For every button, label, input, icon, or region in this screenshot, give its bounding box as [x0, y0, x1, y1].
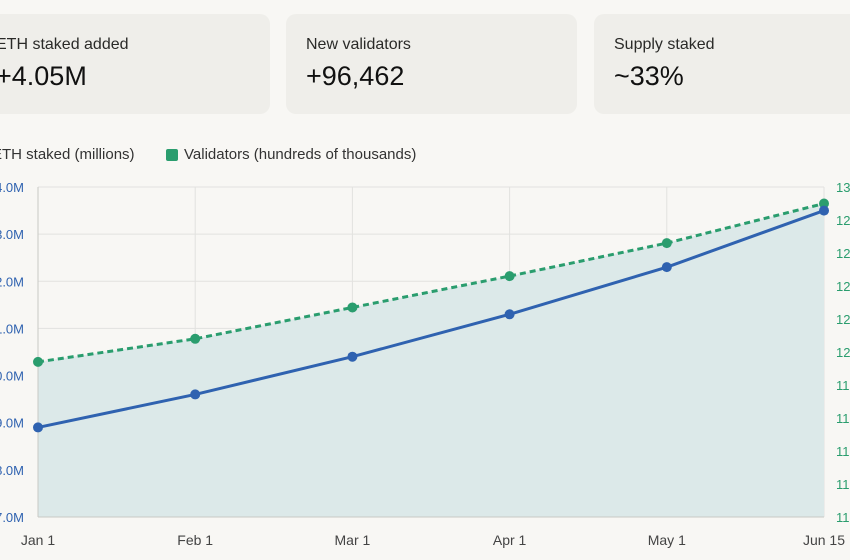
legend-swatch-validators	[166, 149, 178, 161]
x-tick-label: Jun 15	[803, 532, 845, 548]
data-point-validators	[33, 356, 43, 367]
data-point-eth-staked	[190, 389, 201, 400]
data-point-eth-staked	[347, 351, 358, 362]
stat-card-new-validators: New validators +96,462	[286, 14, 577, 114]
y-tick-label-right: 12	[836, 246, 850, 261]
x-tick-label: Jan 1	[21, 532, 55, 548]
stat-value: +4.05M	[0, 61, 87, 91]
y-tick-label-right: 11	[836, 411, 850, 426]
legend-label: ETH staked (millions)	[0, 146, 135, 163]
y-tick-label-right: 13	[836, 180, 850, 195]
stat-label: Supply staked	[614, 36, 715, 53]
x-tick-label: Feb 1	[177, 532, 213, 548]
y-tick-label-right: 12	[836, 213, 850, 228]
data-point-eth-staked	[661, 262, 672, 273]
data-point-eth-staked	[819, 205, 829, 216]
y-tick-label-right: 11	[836, 510, 850, 525]
data-point-validators	[661, 238, 672, 249]
y-tick-label-left: 42.0M	[0, 274, 24, 289]
data-point-validators	[190, 333, 201, 344]
y-tick-label-left: 44.0M	[0, 180, 24, 195]
stat-label: ETH staked added	[0, 36, 129, 53]
data-point-validators	[819, 198, 829, 209]
stat-card-supply-staked: Supply staked ~33%	[594, 14, 850, 114]
validators-area-fill	[38, 203, 824, 517]
y-tick-label-right: 11	[836, 444, 850, 459]
y-tick-label-left: 37.0M	[0, 510, 24, 525]
x-tick-label: Apr 1	[493, 532, 527, 548]
data-point-validators	[347, 302, 358, 313]
series-line-validators	[37, 202, 825, 364]
y-tick-label-left: 40.0M	[0, 369, 24, 384]
x-tick-label: May 1	[648, 532, 686, 548]
stat-label: New validators	[306, 36, 411, 53]
y-tick-label-right: 12	[836, 279, 850, 294]
data-point-eth-staked	[33, 422, 43, 433]
y-tick-label-right: 12	[836, 312, 850, 327]
legend-item-eth-staked[interactable]: ETH staked (millions)	[0, 146, 135, 163]
y-tick-label-right: 11	[836, 378, 850, 393]
y-tick-label-left: 43.0M	[0, 227, 24, 242]
y-tick-label-left: 41.0M	[0, 321, 24, 336]
series-line-eth-staked	[37, 209, 825, 429]
y-tick-label-left: 39.0M	[0, 416, 24, 431]
y-tick-label-right: 12	[836, 345, 850, 360]
y-tick-label-left: 38.0M	[0, 463, 24, 478]
y-tick-label-right: 11	[836, 477, 850, 492]
x-tick-label: Mar 1	[335, 532, 371, 548]
legend-label: Validators (hundreds of thousands)	[184, 146, 417, 163]
data-point-eth-staked	[504, 309, 515, 320]
data-point-validators	[504, 271, 515, 282]
stat-card-eth-staked: ETH staked added +4.05M	[0, 14, 270, 114]
stat-value: ~33%	[614, 61, 684, 91]
stat-value: +96,462	[306, 61, 405, 91]
